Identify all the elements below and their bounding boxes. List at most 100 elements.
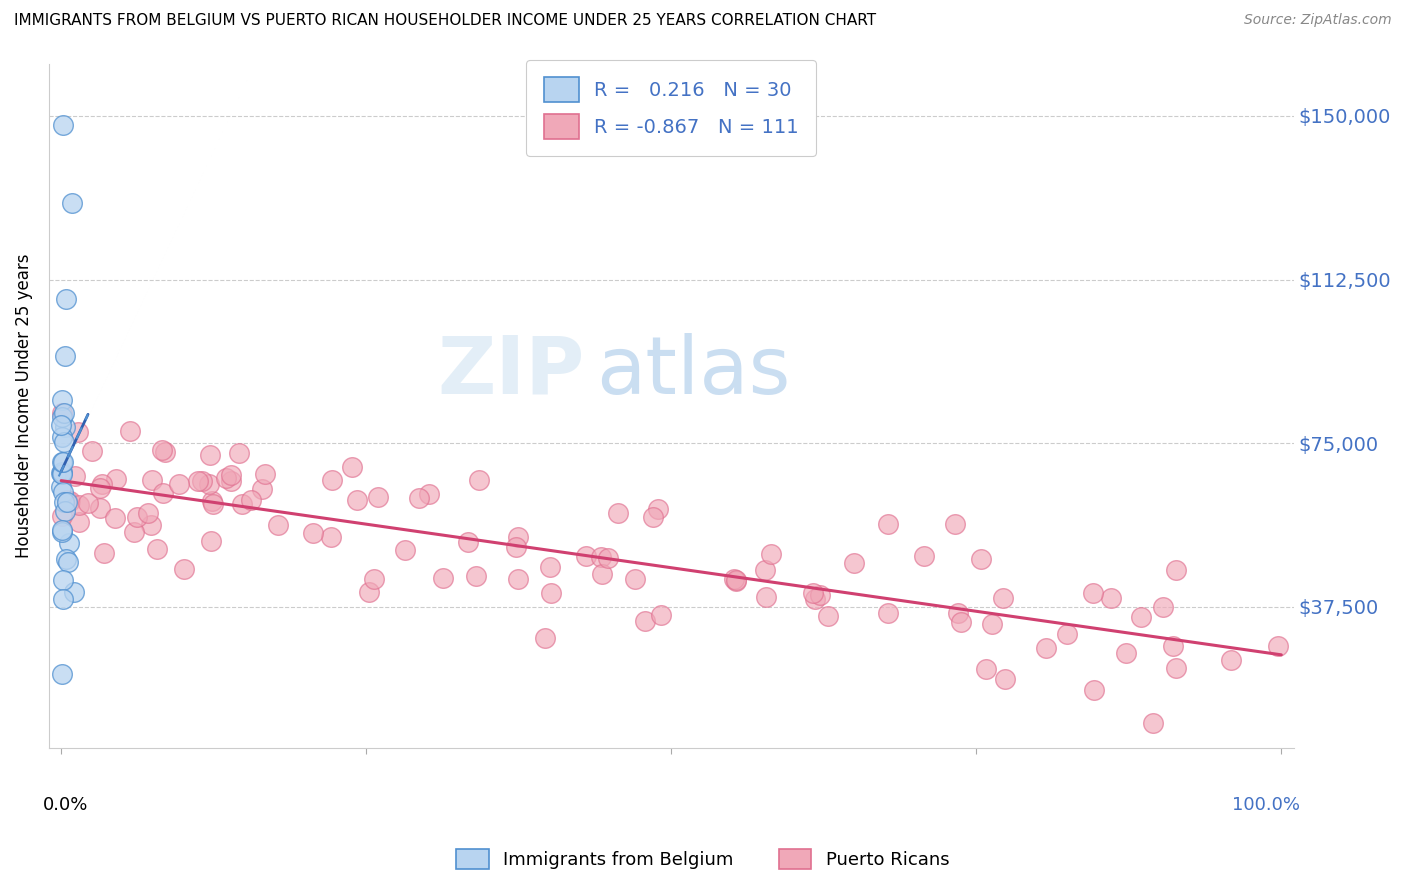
Point xyxy=(1056,627,1078,641)
Point xyxy=(90,476,112,491)
Point xyxy=(201,493,224,508)
Point xyxy=(540,586,562,600)
Point xyxy=(346,493,368,508)
Point xyxy=(187,474,209,488)
Point xyxy=(912,549,935,564)
Point xyxy=(1220,653,1243,667)
Point xyxy=(418,487,440,501)
Point xyxy=(1153,600,1175,615)
Point xyxy=(817,609,839,624)
Point xyxy=(363,572,385,586)
Point xyxy=(359,585,381,599)
Point xyxy=(55,551,77,566)
Point xyxy=(53,406,76,420)
Point xyxy=(1130,610,1153,624)
Point xyxy=(506,572,529,586)
Point xyxy=(51,523,73,537)
Point xyxy=(59,494,82,508)
Point xyxy=(876,516,898,531)
Point xyxy=(173,562,195,576)
Point xyxy=(876,606,898,620)
Legend: R =   0.216   N = 30, R = -0.867   N = 111: R = 0.216 N = 30, R = -0.867 N = 111 xyxy=(526,60,817,156)
Point xyxy=(650,607,672,622)
Point xyxy=(219,468,242,483)
Point xyxy=(52,573,75,587)
Point xyxy=(634,615,657,629)
Point xyxy=(340,459,363,474)
Point xyxy=(724,574,747,588)
Point xyxy=(943,516,966,531)
Point xyxy=(803,591,825,606)
Point xyxy=(200,533,222,548)
Y-axis label: Householder Income Under 25 years: Householder Income Under 25 years xyxy=(15,254,32,558)
Point xyxy=(89,481,111,495)
Point xyxy=(51,466,73,480)
Point xyxy=(89,500,111,515)
Point xyxy=(150,443,173,458)
Point xyxy=(589,549,612,564)
Point xyxy=(254,467,277,481)
Text: Source: ZipAtlas.com: Source: ZipAtlas.com xyxy=(1244,13,1392,28)
Point xyxy=(723,572,745,586)
Point xyxy=(219,474,242,488)
Point xyxy=(408,491,430,505)
Point xyxy=(231,497,253,511)
Point xyxy=(596,550,619,565)
Point xyxy=(228,446,250,460)
Point xyxy=(464,569,486,583)
Point xyxy=(125,510,148,524)
Text: IMMIGRANTS FROM BELGIUM VS PUERTO RICAN HOUSEHOLDER INCOME UNDER 25 YEARS CORREL: IMMIGRANTS FROM BELGIUM VS PUERTO RICAN … xyxy=(14,13,876,29)
Point xyxy=(754,563,776,577)
Point xyxy=(1115,646,1137,660)
Point xyxy=(104,510,127,524)
Point xyxy=(93,546,115,560)
Point xyxy=(53,504,76,518)
Point xyxy=(801,585,824,599)
Point xyxy=(51,465,73,479)
Point xyxy=(949,615,972,630)
Point xyxy=(1267,639,1289,653)
Point xyxy=(52,435,75,450)
Point xyxy=(52,592,75,607)
Text: 100.0%: 100.0% xyxy=(1232,797,1299,814)
Point xyxy=(239,493,262,508)
Point xyxy=(65,469,87,483)
Point xyxy=(538,559,561,574)
Point xyxy=(63,585,86,599)
Point xyxy=(755,591,778,605)
Text: atlas: atlas xyxy=(596,333,792,411)
Point xyxy=(993,672,1015,686)
Point xyxy=(725,573,748,587)
Point xyxy=(250,482,273,496)
Point xyxy=(51,430,73,444)
Point xyxy=(58,536,80,550)
Point xyxy=(51,409,73,424)
Point xyxy=(1164,661,1187,675)
Point xyxy=(993,591,1015,606)
Point xyxy=(51,467,73,482)
Point xyxy=(759,548,782,562)
Point xyxy=(534,631,557,645)
Point xyxy=(122,525,145,540)
Point xyxy=(214,471,236,485)
Point xyxy=(67,425,90,440)
Point xyxy=(51,524,73,539)
Point xyxy=(1083,682,1105,697)
Point xyxy=(981,616,1004,631)
Point xyxy=(1081,585,1104,599)
Point xyxy=(432,572,454,586)
Point xyxy=(575,549,598,564)
Text: 0.0%: 0.0% xyxy=(42,797,89,814)
Point xyxy=(267,517,290,532)
Point xyxy=(67,515,90,529)
Point xyxy=(51,508,73,523)
Point xyxy=(51,406,73,420)
Point xyxy=(468,473,491,487)
Point xyxy=(51,455,73,469)
Point xyxy=(974,662,997,676)
Point xyxy=(946,606,969,620)
Point xyxy=(508,530,530,544)
Point xyxy=(80,444,103,458)
Point xyxy=(138,506,160,520)
Point xyxy=(51,485,73,500)
